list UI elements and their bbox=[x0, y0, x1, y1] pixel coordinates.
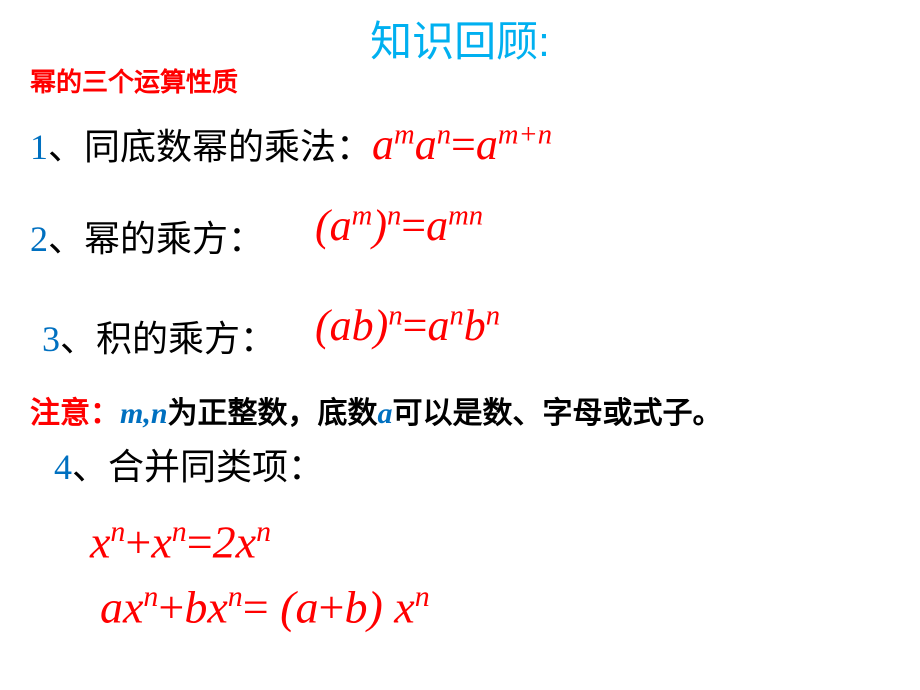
label-1: 同底数幂的乘法： bbox=[84, 127, 372, 167]
label-3: 积的乘方： bbox=[96, 319, 276, 359]
note-t2: 为正整数，底数 bbox=[168, 397, 378, 430]
note-line: 注意：m,n为正整数，底数a可以是数、字母或式子。 bbox=[30, 388, 723, 432]
note-t4: 可以是数、字母或式子。 bbox=[393, 397, 723, 430]
item-3: 3、积的乘方： bbox=[42, 310, 276, 362]
label-2: 幂的乘方： bbox=[84, 219, 264, 259]
item-1: 1、同底数幂的乘法：aman=am+n bbox=[30, 118, 552, 170]
num-4: 4 bbox=[54, 447, 72, 487]
subtitle: 幂的三个运算性质 bbox=[30, 62, 238, 99]
item-2: 2、幂的乘方： bbox=[30, 210, 264, 262]
num-3: 3 bbox=[42, 319, 60, 359]
formula-6: axn+bxn= (a+b) xn bbox=[100, 580, 430, 633]
note-mn: m,n bbox=[120, 397, 168, 430]
label-4: 合并同类项： bbox=[108, 447, 324, 487]
sep-2: 、 bbox=[48, 219, 84, 259]
page-title: 知识回顾: bbox=[0, 8, 920, 69]
formula-2: (am)n=amn bbox=[315, 200, 483, 251]
note-prefix: 注意： bbox=[30, 397, 120, 430]
sep-3: 、 bbox=[60, 319, 96, 359]
item-4: 4、合并同类项： bbox=[54, 438, 324, 490]
note-a: a bbox=[378, 397, 393, 430]
formula-1: aman=am+n bbox=[372, 120, 552, 169]
num-1: 1 bbox=[30, 127, 48, 167]
formula-3: (ab)n=anbn bbox=[315, 300, 500, 351]
formula-5: xn+xn=2xn bbox=[90, 515, 271, 568]
sep-1: 、 bbox=[48, 127, 84, 167]
num-2: 2 bbox=[30, 219, 48, 259]
sep-4: 、 bbox=[72, 447, 108, 487]
